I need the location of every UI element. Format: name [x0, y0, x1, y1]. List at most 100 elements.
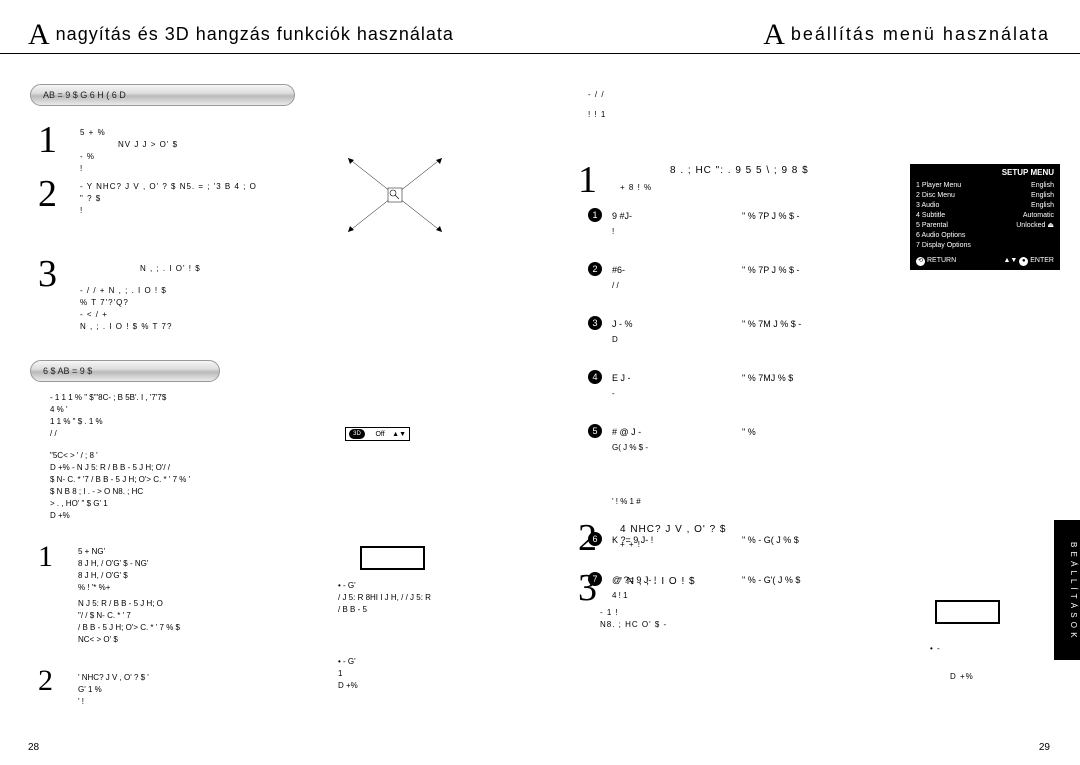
setup-row-val: Unlocked ⏏ — [1016, 221, 1054, 231]
setup-menu-osd: SETUP MENU 1 Player MenuEnglish2 Disc Me… — [910, 164, 1060, 270]
pill-3dsound: 6 $ AB = 9 $ — [30, 360, 220, 382]
bullet-icon: 4 — [588, 370, 602, 384]
rm0: • - G' — [338, 580, 508, 592]
zoom-cross-diagram — [340, 150, 450, 240]
step-1b: 1 — [38, 540, 53, 574]
note0: • - — [930, 644, 941, 653]
b1e0: N J 5: R / B B - 5 J H; O — [78, 598, 328, 610]
setup-menu-row: 7 Display Options — [916, 241, 1054, 251]
txt-a2: - Y NHC? J V , O' ? $ N5. = ; '3 B 4 ; O — [80, 182, 257, 191]
bb7: $ N B 8 ; I . - > O N8. ; HC — [50, 486, 340, 498]
b1e2: / B B - 5 J H; O'> C. * ' 7 % $ — [78, 622, 328, 634]
step2-sub: + + ! — [620, 540, 641, 549]
return-label: ⟲RETURN — [916, 257, 956, 266]
b2-1: G' 1 % — [78, 684, 328, 696]
txt-a1b: NV J J > O' $ — [118, 140, 178, 149]
txt-a1: 5 + % — [80, 128, 106, 137]
menu-item: 19 #J-" % 7P J % $ -! — [588, 206, 898, 238]
menu-item-desc: " % 7MJ % $ — [742, 373, 793, 383]
b2-block: ' NHC? J V , O' ? $ ' G' 1 % ' ! — [78, 672, 328, 708]
enter-label: ▲▼ ●ENTER — [1003, 257, 1054, 266]
setup-menu-row: 6 Audio Options — [916, 231, 1054, 241]
b1-block: 5 + NG' 8 J H, / O'G' $ - NG' 8 J H, / O… — [78, 546, 328, 594]
left-header: A nagyítás és 3D hangzás funkciók haszná… — [0, 16, 540, 54]
bb8: > . , HO' " $ G' 1 — [50, 498, 340, 510]
b1e1: "/ / $ N- C. * ' 7 — [78, 610, 328, 622]
menu-item-extra: ! — [612, 226, 898, 238]
right-header-prefix: A — [763, 18, 785, 52]
page-number-right: 29 — [1039, 742, 1050, 753]
txt-a3-r1: % T 7'?'Q? — [80, 298, 129, 307]
menu-item: ' ! % 1 # — [588, 476, 898, 508]
setup-row-val: English — [1031, 201, 1054, 211]
page-number-left: 28 — [28, 742, 39, 753]
step3-sub1: N8. ; HC O' $ - — [600, 620, 667, 629]
setup-row-key: 3 Audio — [916, 201, 939, 211]
setup-menu-row: 3 Audio English — [916, 201, 1054, 211]
menu-item-label: # @ J - — [612, 426, 742, 439]
b1-1: 8 J H, / O'G' $ - NG' — [78, 558, 328, 570]
menu-list: 19 #J-" % 7P J % $ -! 2#6-" % 7P J % $ -/… — [588, 206, 898, 624]
bullet-icon: 2 — [588, 262, 602, 276]
side-tab: B E Á L L Í T Á S O K — [1054, 520, 1080, 660]
pill-zoom: AB = 9 $ G 6 H ( 6 D — [30, 84, 295, 106]
bb0: - 1 1 1 % " $'"8C- ; B 5B'. I , '7'7$ — [50, 392, 340, 404]
intro1: ! ! 1 — [588, 110, 606, 119]
step-2a: 2 — [38, 172, 57, 216]
r-step2: 2 — [578, 516, 597, 560]
b1-0: 5 + NG' — [78, 546, 328, 558]
bb1: 4 % ' — [50, 404, 340, 416]
menu-item-desc: " % - G'( J % $ — [742, 575, 800, 585]
menu-item-extra: 4 ! 1 — [612, 590, 898, 602]
menu-item-extra: D — [612, 334, 898, 346]
bb2: 1 1 % " $ . 1 % — [50, 416, 340, 428]
setup-row-key: 4 Subtitle — [916, 211, 945, 221]
rm2: / B B - 5 — [338, 604, 508, 616]
menu-item-desc: " % — [742, 427, 756, 437]
left-header-prefix: A — [28, 18, 50, 52]
r-step3: 3 — [578, 566, 597, 610]
menu-item: 2#6-" % 7P J % $ -/ / — [588, 260, 898, 292]
step1-sub: + 8 ! % — [620, 183, 652, 192]
setup-menu-row: 1 Player Menu English — [916, 181, 1054, 191]
menu-item: 4E J -" % 7MJ % $- — [588, 368, 898, 400]
step-2b: 2 — [38, 664, 53, 698]
left-header-title: nagyítás és 3D hangzás funkciók használa… — [56, 24, 454, 45]
setup-row-val: English — [1031, 181, 1054, 191]
remote-icon-right — [935, 600, 1000, 624]
b1e3: NC< > O' $ — [78, 634, 328, 646]
right-mini: • - G' / J 5: R 8HI I J H, / / J 5: R / … — [338, 580, 508, 692]
rm4: 1 — [338, 668, 508, 680]
step2: 4 NHC? J V , O' ? $ — [620, 524, 727, 535]
setup-row-key: 2 Disc Menu — [916, 191, 955, 201]
osd-3d-indicator: 3DOff▲▼ — [345, 427, 410, 441]
right-header-title: beállítás menü használata — [791, 24, 1050, 45]
setup-row-key: 1 Player Menu — [916, 181, 961, 191]
txt-a3-r3: N , ; . I O ! $ % T 7? — [80, 322, 172, 331]
r-step1: 1 — [578, 158, 597, 202]
setup-menu-row: 4 Subtitle Automatic — [916, 211, 1054, 221]
menu-item-desc: " % 7P J % $ - — [742, 211, 800, 221]
txt-a2b: " ? $ — [80, 194, 101, 203]
setup-row-key: 7 Display Options — [916, 241, 971, 251]
bb9: D +% — [50, 510, 340, 522]
menu-item-label: 9 #J- — [612, 210, 742, 223]
setup-row-val: Automatic — [1023, 211, 1054, 221]
rm1: / J 5: R 8HI I J H, / / J 5: R — [338, 592, 508, 604]
menu-item-label: E J - — [612, 372, 742, 385]
right-header: A beállítás menü használata — [540, 16, 1080, 54]
setup-menu-title: SETUP MENU — [916, 166, 1054, 181]
step3: ' N , ; . I O ! $ — [620, 576, 696, 587]
txt-a3-r2: - < / + — [80, 310, 108, 319]
setup-menu-row: 2 Disc MenuEnglish — [916, 191, 1054, 201]
rm5: D +% — [338, 680, 508, 692]
bb3: / / — [50, 428, 340, 440]
step-3a: 3 — [38, 252, 57, 296]
setup-menu-row: 5 ParentalUnlocked ⏏ — [916, 221, 1054, 231]
bb4: "5C< > ' / ; 8 ' — [50, 450, 340, 462]
menu-item-extra: ' ! % 1 # — [612, 496, 898, 508]
b2-2: ' ! — [78, 696, 328, 708]
rm3: • - G' — [338, 656, 508, 668]
step3-sub0: - 1 ! — [600, 608, 619, 617]
menu-item-extra: G( J % $ - — [612, 442, 898, 454]
